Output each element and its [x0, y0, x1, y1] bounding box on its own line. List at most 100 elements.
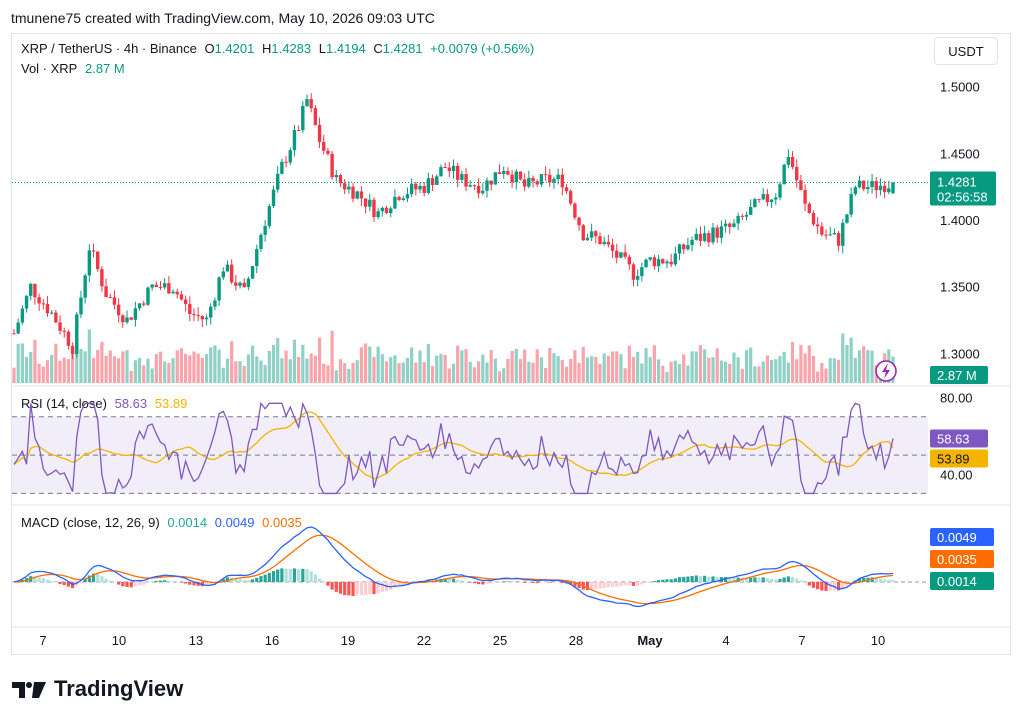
macd-histogram-bar [234, 578, 238, 582]
candle-body [807, 203, 811, 213]
volume-bar [33, 339, 37, 383]
macd-histogram-bar [355, 582, 359, 596]
macd-histogram-bar [518, 582, 523, 583]
volume-bar [418, 350, 422, 383]
candle-body [460, 174, 464, 180]
volume-bar [217, 349, 221, 383]
volume-bar [782, 351, 786, 383]
macd-histogram-bar [883, 579, 887, 582]
candle-body [635, 276, 640, 280]
candle-body [510, 174, 514, 183]
volume-label[interactable]: Vol · XRP [21, 61, 78, 76]
macd-histogram-bar [62, 582, 66, 586]
volume-bar [125, 350, 129, 383]
candle-body [560, 174, 565, 188]
volume-bar [657, 359, 661, 383]
macd-histogram-bar [535, 582, 539, 584]
candle-body [849, 194, 853, 215]
macd-histogram-bar [673, 578, 677, 582]
candle-body [623, 252, 627, 257]
macd-histogram-bar [493, 582, 497, 583]
volume-bar [749, 347, 753, 383]
close-value: 1.4281 [382, 41, 423, 56]
volume-bar [288, 359, 292, 383]
volume-bar [192, 351, 196, 383]
volume-bar [824, 368, 828, 383]
candle-body [728, 223, 732, 227]
volume-bar [778, 356, 782, 383]
macd-histogram-bar [753, 577, 757, 582]
candle-body [803, 189, 807, 204]
macd-value: 0.0049 [214, 515, 255, 530]
high-label: H [261, 41, 272, 56]
volume-bar [171, 358, 175, 383]
tradingview-logo[interactable]: TradingView [12, 676, 183, 702]
candle-body [493, 172, 498, 185]
candle-body [644, 259, 648, 268]
candle-body [259, 234, 263, 250]
volume-bar [29, 351, 33, 383]
volume-bar [590, 356, 594, 383]
macd-histogram-bar [108, 580, 112, 582]
volume-bar [481, 354, 485, 383]
macd-histogram-bar [631, 582, 636, 586]
macd-histogram-bar [615, 582, 619, 587]
macd-histogram-bar [891, 579, 895, 582]
macd-hist-tag-bg [930, 572, 994, 590]
candle-body [761, 194, 765, 200]
volume-bar [485, 362, 489, 383]
symbol-label[interactable]: XRP / TetherUS · 4h · Binance [21, 41, 197, 56]
volume-bar [100, 341, 104, 383]
macd-histogram-bar [774, 579, 778, 582]
macd-histogram-bar [58, 582, 62, 585]
candle-body [29, 283, 33, 296]
volume-bar [435, 355, 439, 383]
candle-body [648, 257, 652, 260]
macd-histogram-bar [619, 582, 623, 586]
volume-bar [163, 361, 167, 383]
open-value: 1.4201 [214, 41, 255, 56]
candle-body [326, 150, 330, 154]
currency-button[interactable]: USDT [934, 37, 998, 65]
volume-bar [799, 344, 803, 383]
volume-bar [472, 367, 477, 383]
volume-bar [259, 360, 263, 383]
macd-histogram-bar [816, 582, 820, 590]
candle-body [359, 191, 364, 199]
macd-histogram-bar [359, 582, 364, 596]
volume-bar [677, 364, 682, 383]
candle-body [443, 167, 447, 169]
macd-histogram-bar [556, 582, 560, 583]
macd-histogram-bar [276, 569, 280, 582]
candle-body [665, 261, 669, 264]
candle-body [108, 297, 112, 299]
volume-bar [581, 346, 585, 383]
rsi-label[interactable]: RSI (14, close) [21, 396, 107, 411]
candle-body [150, 284, 154, 288]
macd-histogram-bar [297, 569, 301, 582]
volume-bar [384, 361, 389, 383]
volume-bar [255, 356, 259, 383]
candle-body [447, 167, 452, 172]
macd-histogram-bar [803, 582, 807, 584]
volume-bar [703, 349, 707, 383]
volume-bar [644, 348, 648, 383]
macd-label[interactable]: MACD (close, 12, 26, 9) [21, 515, 160, 530]
candle-body [45, 303, 50, 314]
volume-bar [523, 349, 527, 383]
macd-histogram-bar [606, 582, 610, 588]
low-value: 1.4194 [326, 41, 366, 56]
volume-bar [150, 368, 154, 383]
volume-bar [518, 359, 523, 383]
candle-body [887, 188, 891, 193]
macd-histogram-bar [728, 577, 732, 582]
volume-bar [531, 362, 535, 383]
volume-bar [560, 359, 564, 383]
candle-body [79, 297, 83, 315]
volume-bar [573, 350, 577, 383]
candle-body [225, 264, 230, 272]
candle-body [514, 171, 518, 183]
volume-bar [535, 349, 539, 383]
candle-body [878, 185, 883, 191]
